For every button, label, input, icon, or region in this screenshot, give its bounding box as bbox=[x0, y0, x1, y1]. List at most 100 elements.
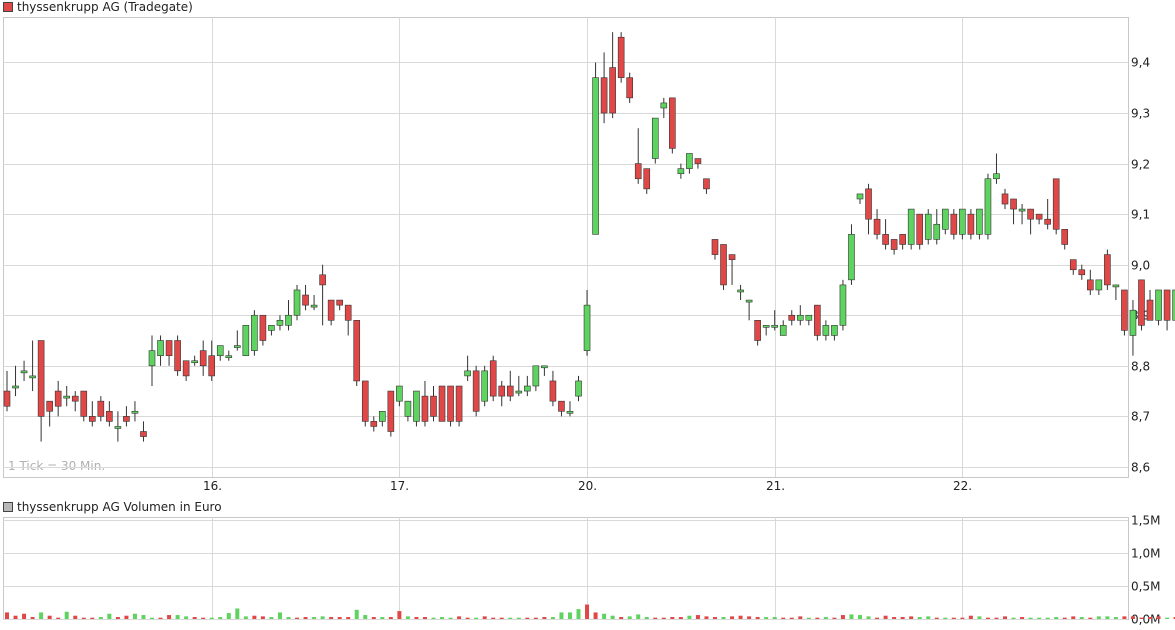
candle-body-up bbox=[242, 325, 250, 356]
volume-bar bbox=[371, 617, 376, 619]
candle-body-down bbox=[506, 385, 514, 397]
volume-bar bbox=[448, 617, 453, 619]
candle-body-down bbox=[165, 340, 173, 356]
candle-body-down bbox=[1027, 208, 1034, 220]
candle-body-down bbox=[865, 188, 872, 220]
volume-bar bbox=[977, 616, 982, 619]
volume-bar bbox=[39, 612, 44, 619]
candle-body-down bbox=[302, 294, 309, 306]
volume-bar bbox=[277, 612, 282, 619]
volume-bar bbox=[457, 616, 462, 619]
candle-body-down bbox=[1052, 178, 1060, 230]
x-tick-label: 16. bbox=[203, 479, 222, 493]
candle-body-down bbox=[728, 254, 736, 260]
candle-body-down bbox=[882, 234, 889, 245]
volume-bar bbox=[516, 617, 521, 619]
candle-body-up bbox=[251, 314, 258, 351]
volume-bar bbox=[542, 617, 547, 619]
candle-body-down bbox=[319, 274, 326, 286]
volume-bar bbox=[107, 613, 112, 619]
volume-bar bbox=[440, 617, 445, 619]
volume-bar bbox=[482, 616, 487, 619]
volume-bar bbox=[1165, 617, 1170, 619]
candle-body-down bbox=[89, 416, 96, 422]
candle-body-down bbox=[1087, 279, 1094, 291]
volume-bar bbox=[269, 617, 274, 619]
candle-body-up bbox=[225, 355, 233, 358]
price-y-tick-label: 9,2 bbox=[1131, 158, 1150, 172]
volume-bar bbox=[985, 617, 990, 619]
candle-body-up bbox=[831, 325, 838, 336]
volume-y-tick-label: 0,0M bbox=[1131, 613, 1160, 627]
volume-bar bbox=[320, 616, 325, 619]
candle-body-down bbox=[549, 380, 557, 402]
volume-bar bbox=[1113, 617, 1118, 619]
volume-bar bbox=[1003, 616, 1008, 619]
candle-body-up bbox=[12, 385, 19, 389]
volume-bar bbox=[235, 608, 240, 619]
candle-body-up bbox=[1018, 208, 1026, 212]
volume-bar bbox=[346, 617, 351, 619]
volume-bar bbox=[1156, 616, 1161, 619]
candle-body-down bbox=[455, 385, 463, 422]
volume-bar bbox=[508, 617, 513, 619]
volume-bar bbox=[132, 613, 137, 619]
candle-body-down bbox=[1061, 229, 1069, 245]
volume-bar bbox=[619, 617, 624, 619]
candle-body-up bbox=[276, 319, 284, 326]
candle-body-down bbox=[80, 390, 88, 417]
price-legend-label: thyssenkrupp AG (Tradegate) bbox=[17, 0, 193, 14]
candle-body-up bbox=[839, 284, 847, 326]
candle-body-down bbox=[1035, 213, 1043, 220]
volume-bar bbox=[789, 617, 794, 619]
volume-bar bbox=[422, 617, 427, 619]
candle-body-up bbox=[1095, 279, 1103, 291]
volume-bar bbox=[704, 616, 709, 619]
candle-body-down bbox=[447, 385, 454, 422]
candle-body-up bbox=[148, 350, 156, 367]
candle-body-down bbox=[694, 158, 702, 164]
volume-bar bbox=[1088, 617, 1093, 619]
price-legend-swatch bbox=[3, 2, 13, 12]
candle-body-up bbox=[234, 345, 241, 348]
candle-body-up bbox=[524, 385, 531, 392]
volume-bar bbox=[781, 617, 786, 619]
candle-body-down bbox=[711, 239, 719, 255]
volume-bar bbox=[141, 615, 146, 619]
volume-bar bbox=[909, 616, 914, 619]
candle-body-down bbox=[899, 234, 906, 245]
volume-bar bbox=[892, 617, 897, 619]
volume-bar bbox=[491, 617, 496, 619]
price-y-tick-label: 9,0 bbox=[1131, 259, 1150, 273]
volume-bar bbox=[1028, 617, 1033, 619]
volume-bar bbox=[1079, 617, 1084, 619]
volume-bar bbox=[1122, 616, 1127, 619]
candle-body-up bbox=[686, 153, 693, 169]
candle-body-down bbox=[123, 416, 130, 422]
candle-body-down bbox=[609, 67, 616, 114]
candle-body-down bbox=[643, 168, 651, 190]
candle-body-down bbox=[1104, 254, 1111, 286]
candle-body-up bbox=[1129, 309, 1137, 336]
candle-body-up bbox=[993, 173, 1000, 180]
candle-body-down bbox=[703, 178, 710, 190]
volume-bar bbox=[1173, 617, 1175, 619]
candle-body-down bbox=[814, 304, 821, 336]
candle-body-up bbox=[413, 390, 420, 422]
candle-body-up bbox=[404, 400, 412, 417]
candle-body-up bbox=[532, 365, 540, 387]
volume-bar bbox=[499, 617, 504, 619]
candle-body-down bbox=[634, 163, 642, 180]
candle-body-up bbox=[660, 102, 668, 109]
candle-body-up bbox=[779, 325, 787, 336]
candle-body-down bbox=[353, 319, 361, 382]
x-tick-label: 20. bbox=[578, 479, 597, 493]
volume-bar bbox=[772, 617, 777, 619]
candle-body-down bbox=[1163, 289, 1171, 321]
candle-body-down bbox=[1001, 193, 1009, 205]
volume-bar bbox=[252, 615, 257, 619]
candle-body-up bbox=[157, 340, 164, 356]
candle-body-down bbox=[259, 314, 267, 341]
candle-body-down bbox=[421, 395, 429, 422]
